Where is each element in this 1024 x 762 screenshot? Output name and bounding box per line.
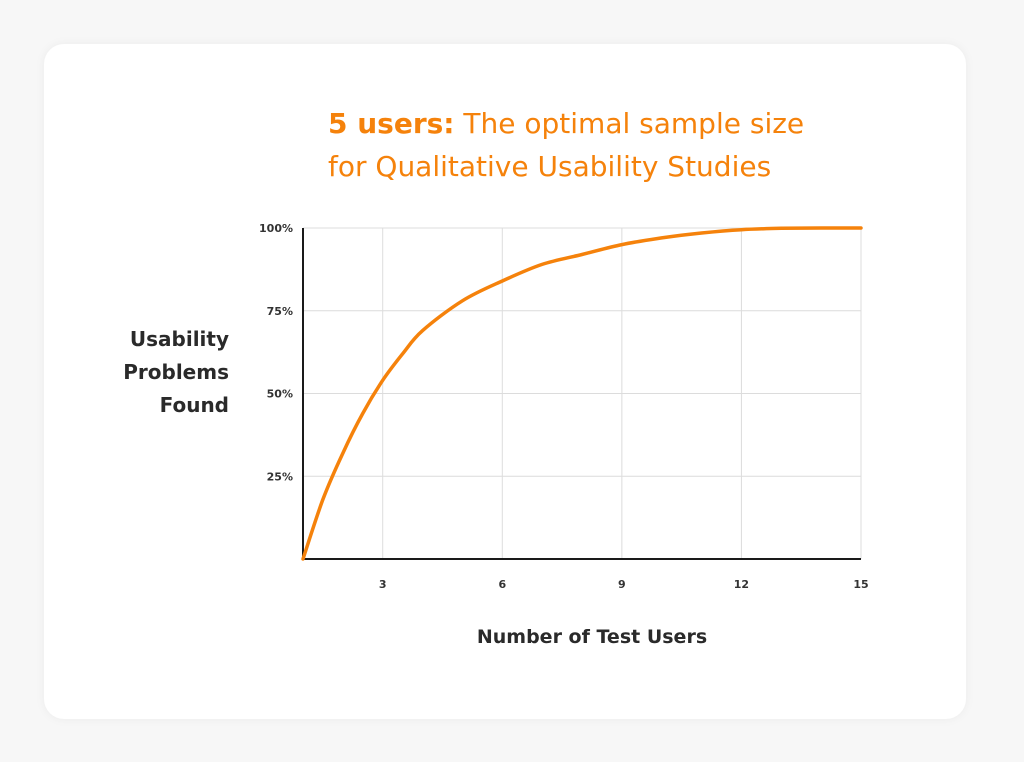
chart-card [44, 44, 966, 719]
data-point-0-1 [321, 498, 324, 501]
data-point-0-9 [541, 263, 544, 266]
chart-title-line1: The optimal sample size [454, 107, 805, 140]
x-tick-label-15: 15 [853, 578, 868, 591]
y-axis-label: Usability Problems Found [123, 327, 229, 417]
grid-lines [303, 227, 862, 559]
data-point-0-17 [860, 227, 863, 230]
y-tick-label-75: 75% [267, 305, 293, 318]
data-point-0-5 [401, 352, 404, 355]
y-tick-label-50: 50% [267, 388, 293, 401]
x-tick-label-3: 3 [379, 578, 387, 591]
data-point-0-2 [341, 452, 344, 455]
y-tick-label-100: 100% [259, 222, 293, 235]
data-point-0-14 [740, 228, 743, 231]
data-point-0-16 [820, 227, 823, 230]
chart-title: 5 users: The optimal sample size for Qua… [328, 102, 804, 188]
x-tick-label-6: 6 [498, 578, 506, 591]
x-axis-label: Number of Test Users [476, 626, 708, 648]
data-point-0-11 [620, 243, 623, 246]
data-point-0-0 [302, 558, 305, 561]
data-point-0-13 [700, 231, 703, 234]
x-tick-label-12: 12 [734, 578, 749, 591]
tick-labels: 3 6 9 12 15 25% 50% 75% 100% [259, 222, 869, 591]
data-point-0-4 [381, 379, 384, 382]
data-point-0-10 [581, 253, 584, 256]
data-point-0-15 [780, 227, 783, 230]
chart-title-highlight: 5 users: [328, 107, 455, 140]
data-point-0-7 [461, 299, 464, 302]
axes [302, 228, 861, 560]
data-point-0-12 [660, 236, 663, 239]
chart-title-line2: for Qualitative Usability Studies [328, 150, 772, 183]
series-line-0 [301, 226, 863, 561]
data-point-0-3 [361, 412, 364, 415]
data-point-0-8 [501, 279, 504, 282]
y-tick-label-25: 25% [267, 470, 293, 483]
x-tick-label-9: 9 [618, 578, 626, 591]
data-point-0-6 [421, 329, 424, 332]
series-layer [301, 226, 863, 561]
